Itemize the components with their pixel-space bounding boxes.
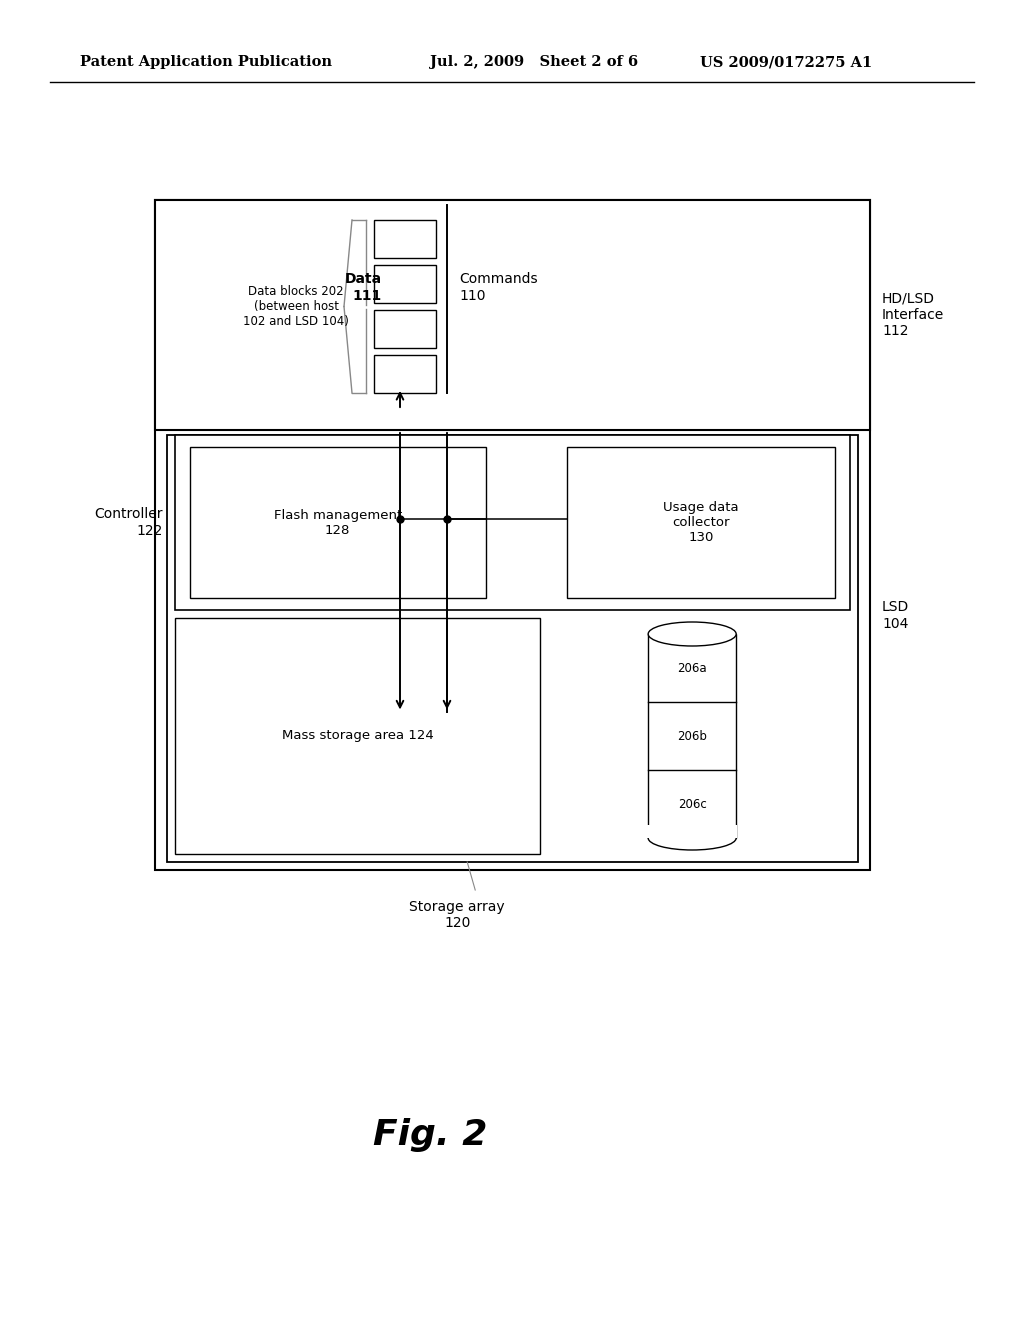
- Bar: [374, 265, 436, 304]
- Text: 206c: 206c: [678, 797, 707, 810]
- Text: HD/LSD
Interface
112: HD/LSD Interface 112: [882, 292, 944, 338]
- Text: LSD
104: LSD 104: [882, 601, 909, 631]
- Bar: [647, 825, 737, 838]
- Bar: [155, 201, 870, 430]
- Text: Data
111: Data 111: [345, 272, 382, 302]
- Ellipse shape: [648, 622, 736, 645]
- Text: Controller
122: Controller 122: [94, 507, 163, 537]
- Text: Data blocks 202
(between host
102 and LSD 104): Data blocks 202 (between host 102 and LS…: [243, 285, 349, 327]
- Bar: [374, 310, 436, 348]
- Bar: [175, 618, 540, 854]
- Ellipse shape: [648, 826, 736, 850]
- Text: Storage array
120: Storage array 120: [410, 900, 505, 931]
- Text: Jul. 2, 2009   Sheet 2 of 6: Jul. 2, 2009 Sheet 2 of 6: [430, 55, 638, 69]
- Bar: [190, 447, 485, 598]
- Text: Fig. 2: Fig. 2: [373, 1118, 487, 1152]
- Text: Flash management
128: Flash management 128: [273, 508, 401, 536]
- Bar: [566, 447, 835, 598]
- Text: Commands
110: Commands 110: [459, 272, 538, 302]
- Bar: [167, 436, 858, 862]
- Bar: [175, 436, 850, 610]
- Bar: [648, 634, 736, 838]
- Bar: [155, 201, 870, 870]
- Text: Mass storage area 124: Mass storage area 124: [282, 730, 433, 742]
- Bar: [374, 220, 436, 257]
- Bar: [374, 355, 436, 393]
- Text: 206b: 206b: [677, 730, 708, 742]
- Text: Patent Application Publication: Patent Application Publication: [80, 55, 332, 69]
- Text: 206a: 206a: [677, 661, 707, 675]
- Text: Usage data
collector
130: Usage data collector 130: [663, 502, 738, 544]
- Text: US 2009/0172275 A1: US 2009/0172275 A1: [700, 55, 872, 69]
